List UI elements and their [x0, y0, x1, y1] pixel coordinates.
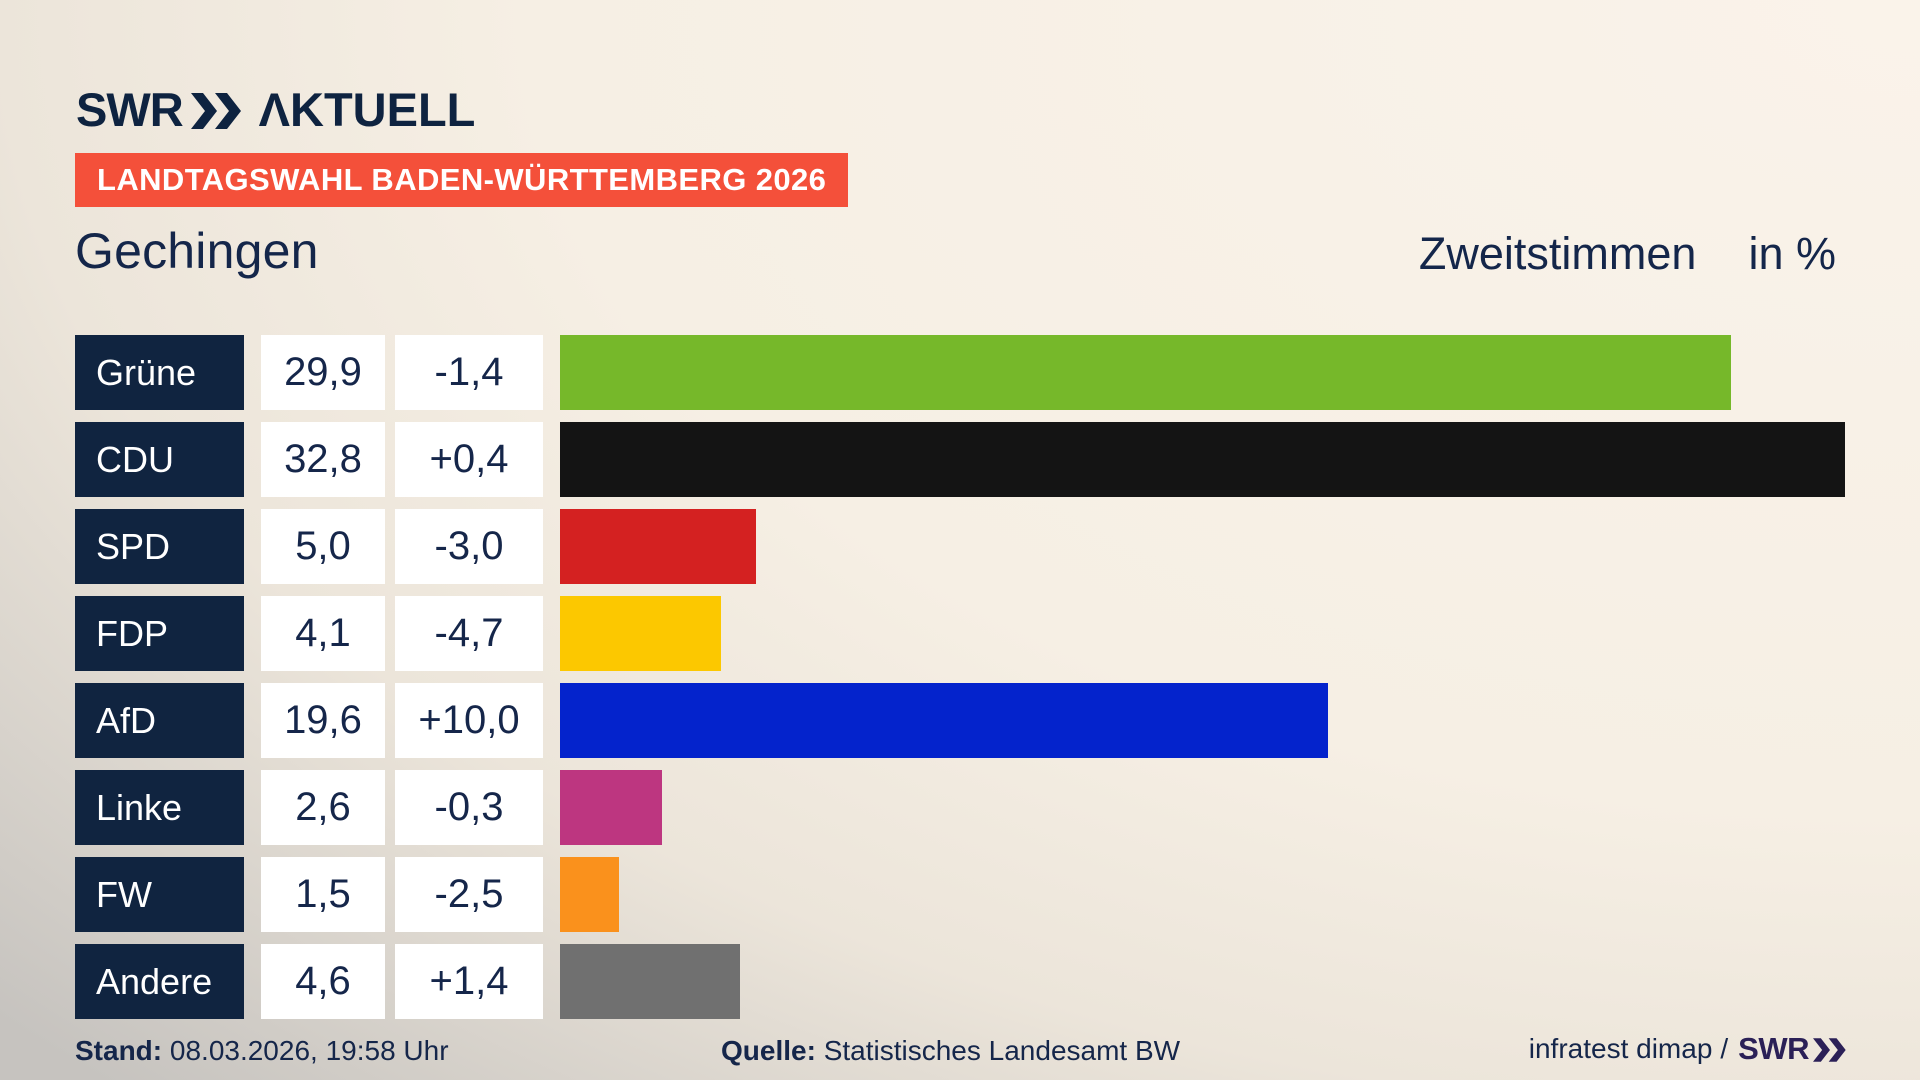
- result-bar: [560, 335, 1732, 410]
- party-change: -4,7: [395, 596, 543, 671]
- bar-track: [560, 335, 1845, 410]
- party-change: +10,0: [395, 683, 543, 758]
- swr-aktuell-logo: SWR ΛKTUELL: [76, 82, 475, 137]
- result-bar: [560, 422, 1845, 497]
- measure-title: Zweitstimmen in %: [1419, 228, 1836, 280]
- municipality-title: Gechingen: [75, 223, 319, 279]
- result-bar: [560, 770, 662, 845]
- swr-footer-logo-text: SWR: [1738, 1031, 1809, 1066]
- source-value: Statistisches Landesamt BW: [823, 1035, 1181, 1066]
- swr-footer-logo: SWR: [1738, 1031, 1847, 1067]
- bar-track: [560, 422, 1845, 497]
- result-bar: [560, 509, 756, 584]
- measure-label: Zweitstimmen: [1418, 228, 1697, 279]
- party-row: Andere 4,6 +1,4: [75, 944, 1845, 1019]
- double-chevron-icon: [190, 92, 243, 129]
- chart-rows: Grüne 29,9 -1,4 CDU 32,8 +0,4 SPD 5,0 -3…: [75, 335, 1845, 1019]
- party-label: FW: [75, 857, 244, 932]
- party-row: CDU 32,8 +0,4: [75, 422, 1845, 497]
- party-row: AfD 19,6 +10,0: [75, 683, 1845, 758]
- party-label: Linke: [75, 770, 244, 845]
- party-row: SPD 5,0 -3,0: [75, 509, 1845, 584]
- double-chevron-small-icon: [1813, 1038, 1847, 1062]
- result-bar: [560, 857, 619, 932]
- credit-separator: /: [1720, 1033, 1729, 1064]
- footer-stand: Stand: 08.03.2026, 19:58 Uhr: [75, 1035, 449, 1067]
- party-label: Andere: [75, 944, 244, 1019]
- footer-source: Quelle: Statistisches Landesamt BW: [721, 1035, 1180, 1067]
- bar-track: [560, 944, 1845, 1019]
- party-change: -2,5: [395, 857, 543, 932]
- unit-label: in %: [1748, 228, 1836, 279]
- party-label: AfD: [75, 683, 244, 758]
- footer-credit: infratest dimap / SWR: [1529, 1031, 1847, 1067]
- party-value: 32,8: [261, 422, 385, 497]
- party-row: Grüne 29,9 -1,4: [75, 335, 1845, 410]
- party-value: 19,6: [261, 683, 385, 758]
- party-value: 2,6: [261, 770, 385, 845]
- bar-track: [560, 683, 1845, 758]
- party-value: 1,5: [261, 857, 385, 932]
- election-banner: LANDTAGSWAHL BADEN-WÜRTTEMBERG 2026: [75, 153, 849, 207]
- party-label: FDP: [75, 596, 244, 671]
- credit-text: infratest dimap: [1528, 1033, 1713, 1064]
- party-row: FDP 4,1 -4,7: [75, 596, 1845, 671]
- aktuell-logo-text: ΛKTUELL: [258, 83, 476, 136]
- party-change: +1,4: [395, 944, 543, 1019]
- party-value: 5,0: [261, 509, 385, 584]
- bar-track: [560, 770, 1845, 845]
- party-change: -3,0: [395, 509, 543, 584]
- party-row: Linke 2,6 -0,3: [75, 770, 1845, 845]
- bar-track: [560, 509, 1845, 584]
- result-bar: [560, 683, 1328, 758]
- party-value: 4,1: [261, 596, 385, 671]
- party-label: Grüne: [75, 335, 244, 410]
- swr-logo-text: SWR: [76, 83, 184, 136]
- bar-track: [560, 596, 1845, 671]
- stand-value: 08.03.2026, 19:58 Uhr: [169, 1035, 449, 1066]
- result-bar: [560, 944, 741, 1019]
- party-change: +0,4: [395, 422, 543, 497]
- result-bar: [560, 596, 721, 671]
- source-label: Quelle:: [721, 1035, 816, 1066]
- party-value: 29,9: [261, 335, 385, 410]
- party-change: -1,4: [395, 335, 543, 410]
- party-row: FW 1,5 -2,5: [75, 857, 1845, 932]
- party-change: -0,3: [395, 770, 543, 845]
- bar-track: [560, 857, 1845, 932]
- party-label: CDU: [75, 422, 244, 497]
- party-label: SPD: [75, 509, 244, 584]
- party-value: 4,6: [261, 944, 385, 1019]
- stand-label: Stand:: [75, 1035, 163, 1066]
